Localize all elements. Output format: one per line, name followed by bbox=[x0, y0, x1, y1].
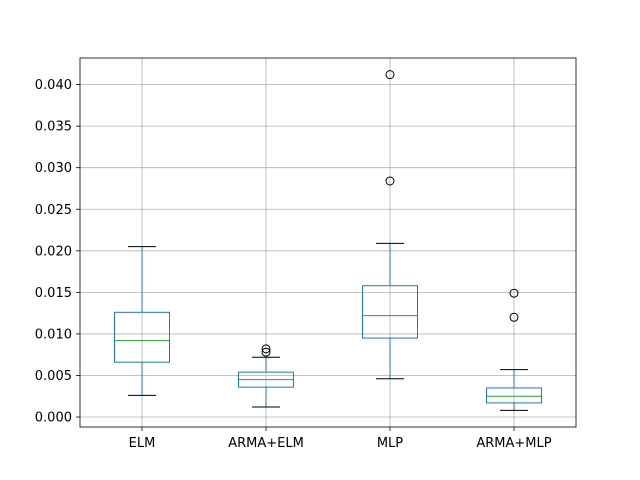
boxes bbox=[114, 70, 542, 411]
x-tick-label: MLP bbox=[377, 436, 403, 451]
y-tick-label: 0.030 bbox=[35, 161, 72, 176]
box-elm bbox=[114, 246, 170, 396]
x-tick-label: ELM bbox=[129, 436, 156, 451]
x-tick-label: ARMA+ELM bbox=[228, 436, 304, 451]
box-arma-elm bbox=[238, 344, 294, 408]
y-tick-label: 0.025 bbox=[35, 203, 72, 218]
box-arma-mlp bbox=[486, 288, 542, 411]
y-tick-label: 0.000 bbox=[35, 411, 72, 426]
y-tick-label: 0.015 bbox=[35, 286, 72, 301]
outlier-point bbox=[261, 344, 271, 354]
y-tick-label: 0.005 bbox=[35, 369, 72, 384]
plot-frame bbox=[79, 57, 577, 428]
outlier-point bbox=[385, 70, 395, 80]
outlier-point bbox=[261, 347, 271, 357]
box-mlp bbox=[362, 70, 418, 380]
y-tick-label: 0.040 bbox=[35, 78, 72, 93]
iqr-box bbox=[486, 387, 542, 404]
iqr-box bbox=[362, 285, 418, 339]
y-tick-label: 0.020 bbox=[35, 244, 72, 259]
iqr-box bbox=[114, 311, 170, 363]
y-tick-label: 0.035 bbox=[35, 120, 72, 135]
x-tick-label: ARMA+MLP bbox=[476, 436, 551, 451]
axes: 0.000 0.005 0.010 0.015 0.020 0.025 0.030 0.035… bbox=[35, 57, 577, 451]
outlier-point bbox=[385, 176, 395, 186]
outlier-point bbox=[509, 288, 519, 298]
y-tick-label: 0.010 bbox=[35, 327, 72, 342]
grid-lines bbox=[80, 58, 576, 427]
outlier-point bbox=[509, 312, 519, 322]
